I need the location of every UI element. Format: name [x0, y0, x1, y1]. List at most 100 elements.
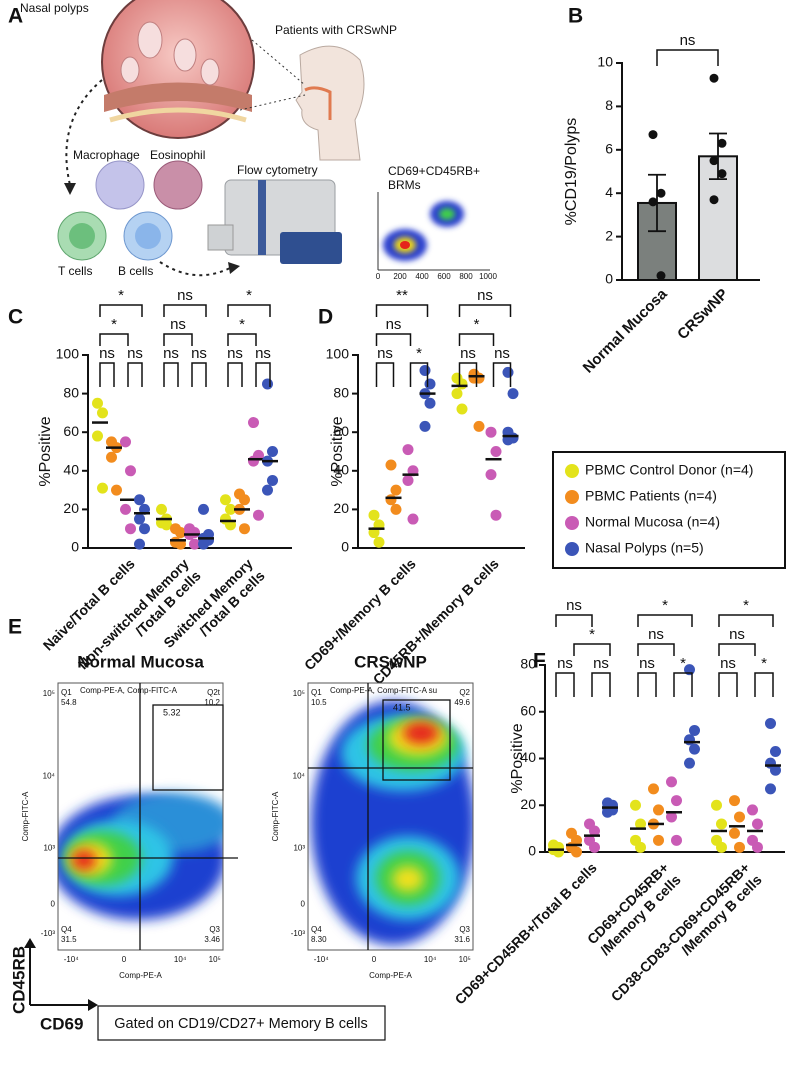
data-point [635, 818, 646, 830]
category-label: Naive/Total B cells [40, 555, 138, 653]
significance-bracket [656, 49, 719, 66]
y-tick-label: 10 [597, 54, 613, 70]
y-axis-label: %Positive [37, 416, 54, 486]
x-axis-label: Comp-PE-A [119, 971, 162, 980]
eosinophil [153, 160, 203, 210]
data-point [709, 156, 719, 166]
data-point [419, 420, 431, 432]
label: Macrophage [73, 148, 140, 162]
data-point [684, 734, 695, 746]
significance-label: ns [460, 345, 476, 362]
arrow [65, 79, 103, 186]
data-point [92, 430, 103, 442]
legend-swatch [565, 542, 579, 556]
data-point [424, 378, 436, 390]
bone-layer [109, 107, 247, 123]
data-point [734, 841, 745, 853]
data-point [653, 834, 664, 846]
panel-label: D [318, 306, 333, 329]
data-point [134, 494, 145, 506]
data-point [225, 503, 236, 515]
y-axis-label: Comp-FITC-A [271, 791, 280, 841]
data-point [656, 188, 666, 198]
y-tick-label: 40 [333, 462, 349, 478]
significance-label: ns [227, 345, 243, 362]
significance-label: * [662, 597, 668, 614]
flow-cytometer-stripe [258, 180, 266, 255]
arrow-head [88, 999, 98, 1011]
data-point [765, 717, 776, 729]
data-point [248, 417, 259, 429]
nasal-passage [304, 86, 332, 120]
y-tick-label: 40 [63, 462, 79, 478]
data-point [671, 795, 682, 807]
significance-label: ns [557, 655, 573, 672]
category-label-line: CD69+CD45RB+/Total B cells [452, 859, 600, 1007]
data-point [709, 73, 719, 83]
data-point [589, 825, 600, 837]
y-tick-label: 6 [605, 141, 613, 157]
significance-bracket [673, 672, 693, 697]
x-tick-label: 0 [122, 955, 127, 964]
y-tick-label: 40 [520, 749, 536, 765]
significance-label: ns [127, 345, 143, 362]
significance-bracket [718, 643, 756, 656]
data-point [156, 503, 167, 515]
quadrant-name: Q4 [311, 925, 322, 934]
x-tick-label: 10⁴ [174, 955, 187, 964]
y-tick-label: 100 [56, 346, 80, 362]
polyp [173, 38, 197, 72]
category-label-line: CRSwNP [674, 286, 731, 343]
significance-label: * [589, 626, 595, 643]
legend-label: Normal Mucosa (n=4) [585, 514, 720, 530]
significance-bracket [227, 333, 257, 346]
y-tick-label: 10³ [43, 844, 55, 853]
data-point [262, 484, 273, 496]
y-tick-label: 80 [333, 384, 349, 400]
significance-label: ns [648, 626, 664, 643]
significance-label: ns [255, 345, 271, 362]
y-tick-label: 20 [333, 500, 349, 516]
y-axis-label: Comp-FITC-A [21, 791, 30, 841]
significance-bracket [409, 362, 429, 387]
y-tick-label: 0 [71, 539, 79, 555]
significance-bracket [375, 304, 429, 317]
significance-bracket [163, 304, 207, 317]
significance-bracket [191, 362, 207, 387]
data-point [385, 494, 397, 506]
arrow [159, 261, 231, 277]
data-point [419, 364, 431, 376]
data-point [734, 811, 745, 823]
data-point [267, 474, 278, 486]
data-point [716, 841, 727, 853]
polyp [137, 21, 163, 59]
significance-label: ns [477, 287, 493, 304]
significance-bracket [458, 304, 512, 317]
gate-value: 41.5 [393, 702, 411, 712]
density-plot [58, 683, 223, 950]
y-tick-label: 10³ [293, 844, 305, 853]
quadrant-value: 8.30 [311, 935, 327, 944]
arrow-head [24, 938, 36, 948]
data-point [666, 776, 677, 788]
significance-bracket [99, 333, 129, 346]
zoom-line [251, 39, 306, 86]
data-point [402, 474, 414, 486]
macrophage [95, 160, 145, 210]
data-point [770, 764, 781, 776]
quadrant-name: Q3 [209, 925, 220, 934]
data-point [653, 804, 664, 816]
gating-box [97, 1005, 386, 1041]
data-point [120, 503, 131, 515]
data-point [239, 494, 250, 506]
panel-label: C [8, 306, 23, 329]
plot-title: Normal Mucosa [77, 652, 204, 671]
data-point [248, 455, 259, 467]
significance-bracket [458, 362, 478, 387]
quadrant-value: 49.6 [454, 698, 470, 707]
data-point [92, 397, 103, 409]
label: Nasal polyps [20, 1, 89, 15]
significance-bracket [163, 362, 179, 387]
scatter-tick-label: 0 [376, 272, 381, 281]
data-point [729, 827, 740, 839]
